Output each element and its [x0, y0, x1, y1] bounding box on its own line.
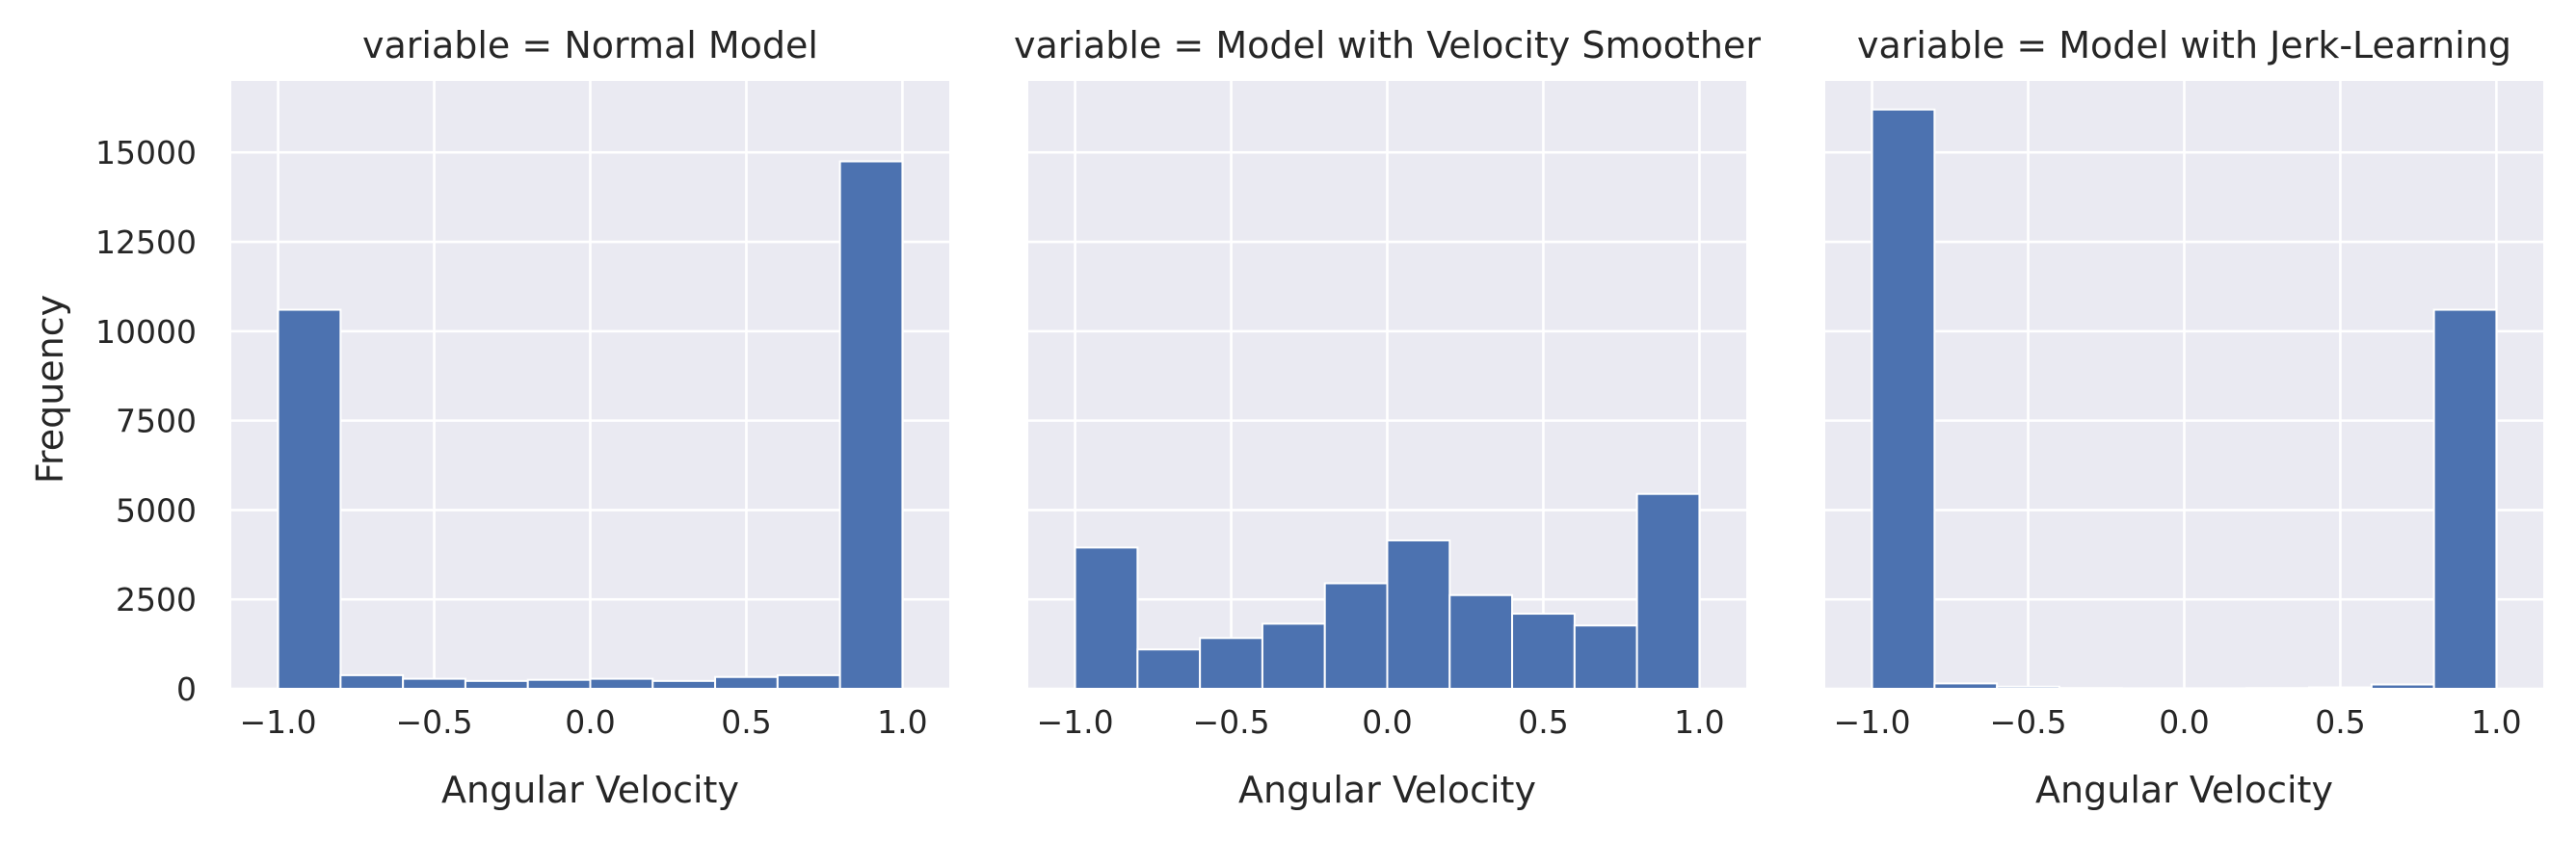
y-axis-label: Frequency [29, 295, 71, 484]
x-tick-label: 0.5 [2315, 703, 2365, 741]
facet-panel-3: −1.0 −0.5 0.0 0.5 1.0 variable = Model with J… [1825, 24, 2543, 811]
histogram-bar [838, 160, 904, 690]
histogram-bar [1573, 624, 1638, 690]
x-tick-label: 1.0 [877, 703, 927, 741]
histogram-bar [2370, 683, 2435, 691]
panel-title: variable = Model with Jerk-Learning [1857, 24, 2511, 66]
histogram-bar [1323, 582, 1389, 690]
panel-title: variable = Model with Velocity Smoother [1014, 24, 1761, 66]
facet-panel-1: −1.0 −0.5 0.0 0.5 1.0 0 2500 5000 7500 10000 12500… [95, 24, 949, 811]
x-tick-label: 0.5 [721, 703, 771, 741]
histogram-bar [1871, 108, 1936, 691]
x-tick-label: 0.5 [1518, 703, 1568, 741]
x-axis-label: Angular Velocity [1238, 769, 1536, 811]
histogram-bar [277, 308, 342, 690]
histogram-bar [2308, 686, 2373, 691]
histogram-bar [714, 675, 779, 690]
x-tick-label: 1.0 [2471, 703, 2521, 741]
x-tick-label: −1.0 [1037, 703, 1114, 741]
y-tick-label: 7500 [116, 403, 197, 440]
x-axis-label: Angular Velocity [2035, 769, 2333, 811]
histogram-bar [1074, 546, 1139, 691]
x-axis-label: Angular Velocity [441, 769, 739, 811]
x-tick-label: −1.0 [240, 703, 317, 741]
x-tick-label: 0.0 [2159, 703, 2209, 741]
histogram-bar [2120, 687, 2186, 691]
histogram-bar [402, 677, 466, 690]
histogram-bar [339, 673, 405, 690]
histogram-bar [1996, 685, 2060, 691]
y-tick-label: 5000 [116, 491, 197, 529]
x-tick-label: −0.5 [395, 703, 472, 741]
x-tick-label: 0.0 [1362, 703, 1412, 741]
histogram-bar [1136, 648, 1202, 691]
facet-panel-2: −1.0 −0.5 0.0 0.5 1.0 variable = Model with V… [1014, 24, 1761, 811]
histogram-bar [589, 677, 654, 690]
histogram-bar [2058, 687, 2123, 690]
histogram-bar [2432, 308, 2498, 690]
panel-title: variable = Normal Model [362, 24, 818, 66]
histogram-bar [1386, 539, 1451, 691]
histogram-bar [1933, 682, 1999, 691]
histogram-bar [526, 678, 592, 690]
histogram-bar [2245, 687, 2311, 690]
x-tick-label: 0.0 [565, 703, 615, 741]
histogram-bar [464, 679, 529, 690]
y-tick-label: 12500 [95, 223, 197, 261]
histogram-bar [2183, 687, 2248, 691]
histogram-bar [1511, 613, 1576, 690]
histogram-bar [1635, 492, 1701, 690]
histogram-bar [1199, 637, 1263, 691]
y-tick-label: 2500 [116, 581, 197, 618]
x-tick-label: 1.0 [1674, 703, 1724, 741]
x-tick-label: −1.0 [1834, 703, 1911, 741]
y-tick-label: 0 [176, 670, 197, 708]
histogram-bar [1261, 622, 1326, 690]
histogram-bar [1448, 593, 1514, 691]
x-tick-label: −0.5 [1989, 703, 2066, 741]
x-tick-label: −0.5 [1192, 703, 1269, 741]
y-tick-label: 10000 [95, 313, 197, 351]
histogram-bar [651, 679, 717, 690]
histogram-bar [776, 673, 841, 690]
y-tick-label: 15000 [95, 134, 197, 171]
